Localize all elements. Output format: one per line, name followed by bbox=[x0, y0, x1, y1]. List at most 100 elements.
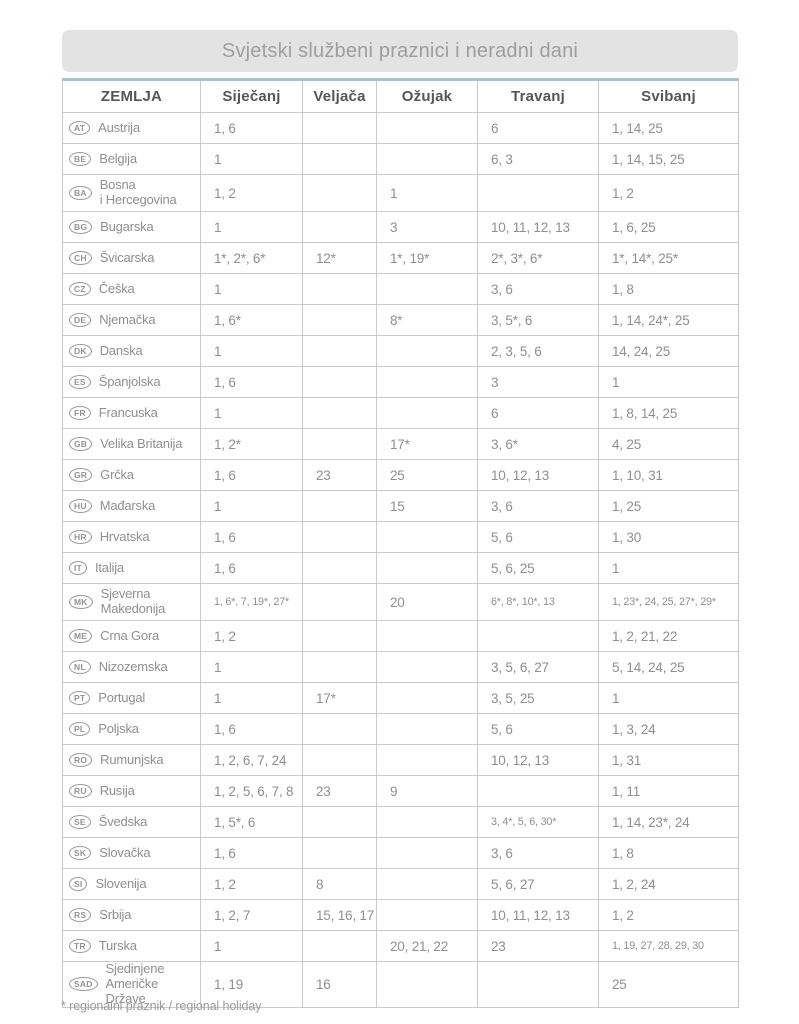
cell-veljaca: 16 bbox=[302, 961, 377, 1008]
cell-ozujak bbox=[376, 143, 478, 175]
country-cell: NL Nizozemska bbox=[62, 651, 201, 683]
table-body: AT Austrija 1, 6 6 1, 14, 25 BE Belgija … bbox=[62, 112, 739, 1008]
cell-ozujak bbox=[376, 112, 478, 144]
country-cell: GR Grčka bbox=[62, 459, 201, 491]
country-cell: AT Austrija bbox=[62, 112, 201, 144]
cell-sijecanj: 1, 2, 7 bbox=[200, 899, 303, 931]
cell-sijecanj: 1 bbox=[200, 211, 303, 243]
cell-svibanj: 1, 2, 24 bbox=[598, 868, 739, 900]
holidays-table: ZEMLJA Siječanj Veljača Ožujak Travanj S… bbox=[62, 78, 739, 1008]
table-row: RO Rumunjska 1, 2, 6, 7, 24 10, 12, 13 1… bbox=[62, 744, 739, 776]
table-row: AT Austrija 1, 6 6 1, 14, 25 bbox=[62, 112, 739, 144]
cell-svibanj: 5, 14, 24, 25 bbox=[598, 651, 739, 683]
cell-travanj bbox=[477, 174, 599, 212]
country-cell: CH Švicarska bbox=[62, 242, 201, 274]
cell-veljaca: 23 bbox=[302, 775, 377, 807]
table-row: ME Crna Gora 1, 2 1, 2, 21, 22 bbox=[62, 620, 739, 652]
country-wrap: SI Slovenija bbox=[69, 876, 200, 892]
cell-travanj: 5, 6, 27 bbox=[477, 868, 599, 900]
cell-travanj bbox=[477, 620, 599, 652]
country-name: Bugarska bbox=[100, 218, 154, 234]
cell-ozujak bbox=[376, 651, 478, 683]
country-name: Austrija bbox=[98, 119, 140, 135]
table-row: CZ Češka 1 3, 6 1, 8 bbox=[62, 273, 739, 305]
country-wrap: TR Turska bbox=[69, 938, 200, 954]
table-row: PL Poljska 1, 6 5, 6 1, 3, 24 bbox=[62, 713, 739, 745]
country-wrap: PT Portugal bbox=[69, 690, 200, 706]
country-cell: CZ Češka bbox=[62, 273, 201, 305]
country-wrap: FR Francuska bbox=[69, 405, 200, 421]
country-wrap: SAD Sjedinjene Američke Države bbox=[69, 961, 200, 1007]
country-cell: ES Španjolska bbox=[62, 366, 201, 398]
cell-svibanj: 1, 31 bbox=[598, 744, 739, 776]
country-cell: GB Velika Britanija bbox=[62, 428, 201, 460]
country-code-badge: CZ bbox=[69, 282, 91, 296]
cell-ozujak: 8* bbox=[376, 304, 478, 336]
cell-veljaca bbox=[302, 366, 377, 398]
cell-ozujak bbox=[376, 521, 478, 553]
cell-veljaca bbox=[302, 174, 377, 212]
country-name: Nizozemska bbox=[98, 658, 168, 674]
cell-sijecanj: 1 bbox=[200, 682, 303, 714]
country-name: Slovačka bbox=[99, 844, 151, 860]
country-wrap: HR Hrvatska bbox=[69, 528, 200, 545]
cell-travanj: 3, 6 bbox=[477, 490, 599, 522]
country-name: Belgija bbox=[99, 150, 137, 166]
country-wrap: HU Mađarska bbox=[69, 498, 200, 514]
cell-svibanj: 1, 2 bbox=[598, 899, 739, 931]
cell-veljaca bbox=[302, 620, 377, 652]
header-row: ZEMLJA Siječanj Veljača Ožujak Travanj S… bbox=[62, 79, 739, 113]
country-wrap: BE Belgija bbox=[69, 150, 200, 167]
country-cell: MK Sjeverna Makedonija bbox=[62, 583, 201, 621]
country-cell: SAD Sjedinjene Američke Države bbox=[62, 961, 201, 1008]
table-row: TR Turska 1 20, 21, 22 23 1, 19, 27, 28,… bbox=[62, 930, 739, 962]
cell-svibanj: 1, 10, 31 bbox=[598, 459, 739, 491]
country-code-badge: MK bbox=[69, 595, 93, 609]
country-name: Hrvatska bbox=[99, 528, 150, 544]
cell-ozujak: 1 bbox=[376, 174, 478, 212]
country-code-badge: GB bbox=[69, 437, 93, 451]
cell-veljaca: 12* bbox=[302, 242, 377, 274]
cell-travanj: 23 bbox=[477, 930, 599, 962]
table-row: SE Švedska 1, 5*, 6 3, 4*, 5, 6, 30* 1, … bbox=[62, 806, 739, 838]
country-name: Sjedinjene Američke Države bbox=[105, 961, 165, 1006]
cell-ozujak bbox=[376, 335, 478, 367]
country-code-badge: DE bbox=[69, 313, 92, 327]
country-name: Italija bbox=[94, 559, 124, 575]
cell-travanj: 5, 6, 25 bbox=[477, 552, 599, 584]
cell-travanj: 3 bbox=[477, 366, 599, 398]
footnote: * regionalni praznik / regional holiday bbox=[61, 999, 262, 1013]
table-row: SAD Sjedinjene Američke Države 1, 19 16 … bbox=[62, 961, 739, 1008]
cell-travanj: 3, 5*, 6 bbox=[477, 304, 599, 336]
cell-svibanj: 1 bbox=[598, 366, 739, 398]
cell-veljaca bbox=[302, 552, 377, 584]
country-name: Crna Gora bbox=[100, 627, 160, 643]
country-code-badge: BG bbox=[69, 220, 93, 234]
cell-svibanj: 14, 24, 25 bbox=[598, 335, 739, 367]
country-name: Švedska bbox=[98, 813, 148, 829]
cell-svibanj: 1, 23*, 24, 25, 27*, 29* bbox=[598, 583, 739, 621]
cell-ozujak: 9 bbox=[376, 775, 478, 807]
cell-ozujak: 15 bbox=[376, 490, 478, 522]
cell-svibanj: 1, 8 bbox=[598, 273, 739, 305]
cell-veljaca bbox=[302, 335, 377, 367]
cell-veljaca bbox=[302, 211, 377, 243]
country-cell: BA Bosna i Hercegovina bbox=[62, 174, 201, 212]
cell-travanj: 6 bbox=[477, 397, 599, 429]
country-cell: SI Slovenija bbox=[62, 868, 201, 900]
cell-travanj: 3, 6 bbox=[477, 837, 599, 869]
country-wrap: BG Bugarska bbox=[69, 218, 200, 235]
country-code-badge: SE bbox=[69, 815, 91, 829]
cell-ozujak bbox=[376, 837, 478, 869]
cell-sijecanj: 1, 6 bbox=[200, 713, 303, 745]
country-name: Češka bbox=[98, 280, 135, 296]
country-cell: DK Danska bbox=[62, 335, 201, 367]
cell-travanj: 3, 4*, 5, 6, 30* bbox=[477, 806, 599, 838]
table-row: SK Slovačka 1, 6 3, 6 1, 8 bbox=[62, 837, 739, 869]
country-wrap: NL Nizozemska bbox=[69, 658, 200, 675]
cell-sijecanj: 1, 6 bbox=[200, 112, 303, 144]
cell-travanj: 10, 12, 13 bbox=[477, 744, 599, 776]
cell-veljaca bbox=[302, 273, 377, 305]
country-name: Njemačka bbox=[99, 311, 156, 327]
